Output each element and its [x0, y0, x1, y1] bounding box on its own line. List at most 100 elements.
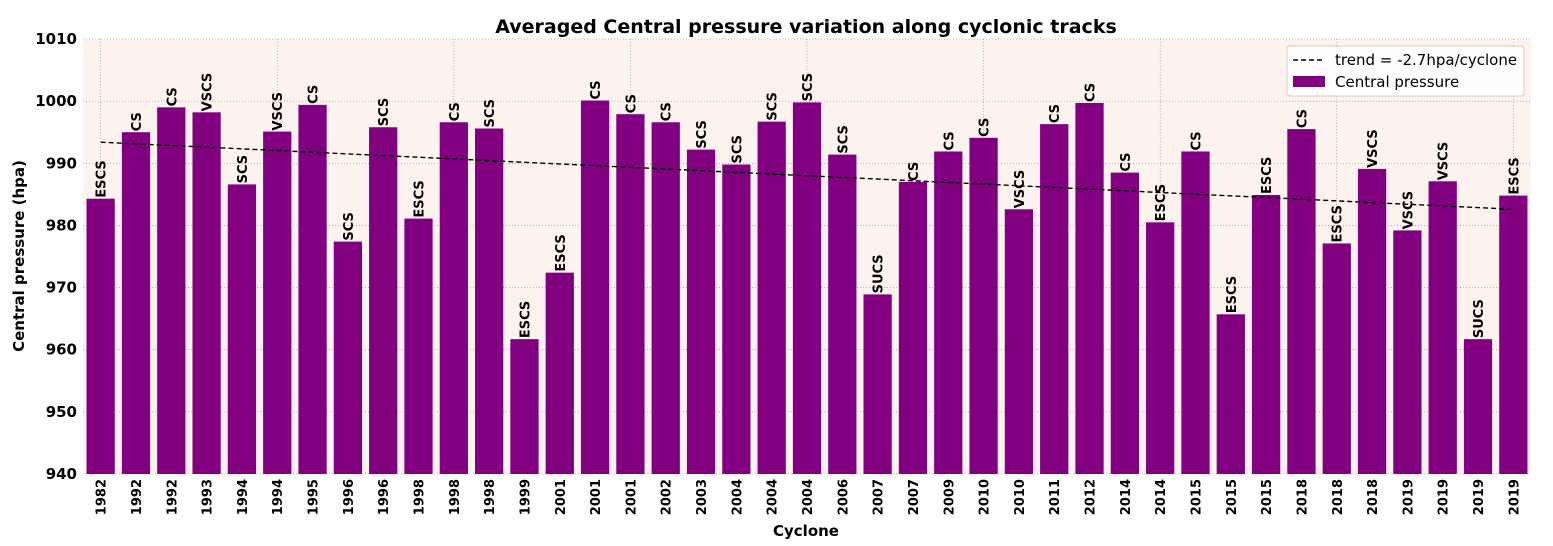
x-tick-label: 2010 — [1013, 479, 1028, 515]
x-tick-label: 1993 — [201, 479, 216, 515]
legend-series-label: Central pressure — [1335, 73, 1459, 91]
y-axis-label: Central pressure (hpa) — [10, 160, 28, 352]
bar — [722, 164, 751, 474]
bar-data-label: ESCS — [95, 160, 110, 197]
bar — [1110, 172, 1139, 474]
bar — [545, 272, 574, 474]
bar — [580, 100, 610, 475]
bar — [828, 154, 857, 475]
bar-data-label: CS — [307, 85, 322, 104]
x-tick-label: 1996 — [342, 479, 357, 515]
x-tick-label: 1998 — [483, 479, 498, 515]
bar — [1499, 195, 1528, 474]
bar — [157, 107, 186, 474]
legend-box — [1286, 45, 1525, 97]
x-tick-label: 1994 — [236, 479, 251, 515]
bar-data-label: VSCS — [1401, 191, 1416, 230]
x-tick-label: 1992 — [165, 479, 180, 515]
bar — [1357, 168, 1387, 474]
x-tick-label: 1998 — [448, 479, 463, 515]
bar — [475, 128, 504, 474]
bar-data-label: ESCS — [554, 234, 569, 271]
x-tick-label: 2019 — [1507, 479, 1522, 515]
bar — [863, 294, 892, 474]
x-tick-label: 2014 — [1119, 479, 1134, 515]
bars-group — [86, 100, 1528, 475]
bar — [686, 149, 716, 474]
bar — [898, 181, 928, 474]
x-tick-label: 2011 — [1048, 479, 1063, 515]
bar-data-label: CS — [165, 87, 180, 106]
bar-data-label: SCS — [695, 120, 710, 149]
x-tick-label: 2019 — [1472, 479, 1487, 515]
bar-data-label: ESCS — [1260, 157, 1275, 194]
x-tick-label: 2004 — [766, 479, 781, 515]
bar-data-label: ESCS — [1507, 157, 1522, 194]
bar-data-label: CS — [1119, 152, 1134, 171]
x-tick-label: 2015 — [1260, 479, 1275, 515]
bar-data-label: CS — [1084, 83, 1099, 102]
bar — [439, 122, 468, 475]
bar — [227, 184, 257, 474]
bar-data-label: ESCS — [1154, 184, 1169, 221]
bar-data-label: SCS — [236, 155, 251, 184]
y-tick-label: 980 — [46, 216, 77, 234]
bar-data-label: SCS — [836, 125, 851, 154]
x-tick-label: 2012 — [1084, 479, 1099, 515]
x-tick-label: 2010 — [978, 479, 993, 515]
legend-trend-label: trend = -2.7hpa/cyclone — [1335, 51, 1517, 69]
bar — [192, 112, 221, 474]
bar-data-label: SUCS — [872, 254, 887, 293]
bar — [1146, 222, 1175, 474]
trend-line — [100, 141, 1514, 210]
x-tick-label: 2019 — [1437, 479, 1452, 515]
bar — [934, 151, 963, 474]
bar-data-label: SUCS — [1472, 299, 1487, 338]
x-tick-label: 2004 — [801, 479, 816, 515]
x-tick-label: 2014 — [1154, 479, 1169, 515]
bar-data-label: VSCS — [271, 92, 286, 131]
bar — [616, 114, 645, 474]
bar-data-label: CS — [624, 94, 639, 113]
bar — [404, 218, 433, 474]
bar-data-label: SCS — [766, 92, 781, 121]
x-tick-label: 2009 — [942, 479, 957, 515]
bar — [1004, 209, 1034, 474]
y-tick-label: 990 — [46, 154, 77, 172]
y-tick-label: 970 — [46, 279, 77, 297]
bar-data-label: VSCS — [1366, 129, 1381, 168]
y-tick-label: 1000 — [35, 92, 77, 110]
x-tick-label: 1982 — [95, 479, 110, 515]
bar-data-label: VSCS — [201, 73, 216, 112]
x-tick-label: 2019 — [1401, 479, 1416, 515]
chart-title: Averaged Central pressure variation alon… — [495, 16, 1117, 38]
bar — [510, 339, 539, 474]
bar — [1251, 194, 1281, 474]
y-tick-label: 960 — [46, 341, 77, 359]
bar — [1322, 243, 1351, 474]
bar-data-label: CS — [130, 112, 145, 131]
legend-bar-swatch — [1293, 76, 1325, 87]
x-tick-label: 2001 — [624, 479, 639, 515]
bar — [86, 198, 115, 474]
x-tick-labels: 1982 1992 1992 1993 1994 1994 1995 1996 1996 1998… — [95, 479, 1523, 515]
bar-labels-group: ESCS CS CS VSCS SCS VSCS CS SCS SCS ESCS CS SCS ESCS… — [95, 73, 1523, 338]
bar-data-label: ESCS — [413, 180, 428, 217]
bar — [1393, 230, 1422, 474]
x-tick-label: 2018 — [1366, 479, 1381, 515]
x-tick-label: 2007 — [907, 479, 922, 515]
bar — [969, 137, 998, 475]
bar — [1428, 181, 1457, 475]
bar-data-label: VSCS — [1437, 142, 1452, 181]
bar — [1040, 124, 1069, 474]
bar-data-label: SCS — [342, 212, 357, 241]
bar — [651, 122, 680, 475]
bar — [1181, 151, 1210, 474]
x-tick-label: 1998 — [413, 479, 428, 515]
x-tick-label: 1995 — [307, 479, 322, 515]
legend: trend = -2.7hpa/cyclone Central pressure — [1286, 45, 1525, 97]
bar-data-label: ESCS — [1331, 205, 1346, 242]
y-tick-label: 950 — [46, 403, 77, 421]
bar-data-label: SCS — [483, 99, 498, 128]
